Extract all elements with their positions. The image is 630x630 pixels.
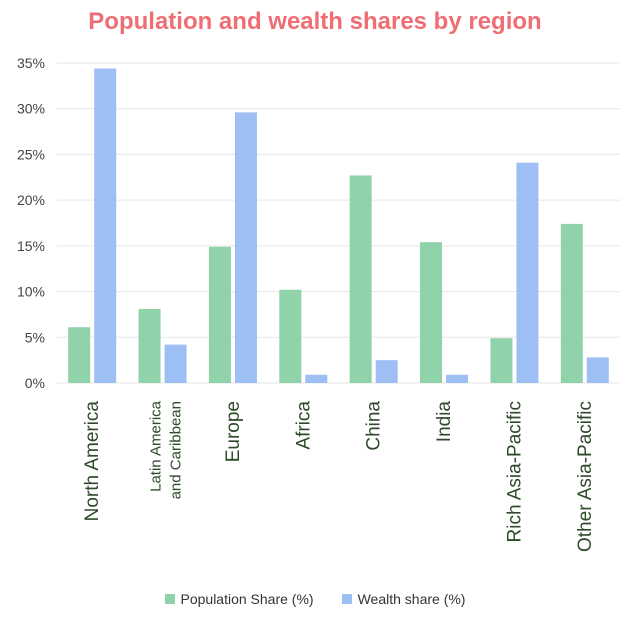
bar-wealth-share: [164, 344, 187, 383]
bar-wealth-share: [94, 68, 117, 383]
x-tick-label-line: India: [434, 401, 455, 443]
bar-wealth-share: [234, 112, 257, 383]
chart-title: Population and wealth shares by region: [88, 8, 542, 35]
x-tick-label-line: and Caribbean: [168, 401, 185, 499]
x-tick-label: Rich Asia-Pacific: [504, 401, 525, 543]
bar-population-share: [68, 327, 91, 383]
bars: [68, 68, 609, 383]
bar-population-share: [279, 289, 302, 383]
x-tick-label-line: Rich Asia-Pacific: [504, 401, 525, 543]
y-tick-label: 15%: [17, 238, 45, 254]
legend-swatch-population: [164, 594, 175, 604]
y-tick-label: 0%: [25, 375, 45, 391]
y-tick-label: 25%: [17, 146, 45, 162]
bar-population-share: [560, 223, 583, 383]
legend-label-population: Population Share (%): [180, 591, 314, 607]
x-tick-label-line: China: [364, 401, 385, 451]
legend-label-wealth: Wealth share (%): [357, 591, 466, 607]
x-tick-label-line: Africa: [293, 401, 314, 450]
bar-wealth-share: [586, 357, 609, 383]
x-tick-label: Other Asia-Pacific: [575, 401, 596, 552]
x-tick-label: North America: [82, 401, 103, 522]
y-tick-label: 20%: [17, 192, 45, 208]
bar-population-share: [490, 338, 513, 383]
x-tick-label: Latin America and Caribbean: [148, 400, 185, 499]
x-tick-label-line: Latin America: [148, 400, 165, 492]
y-tick-label: 5%: [25, 329, 45, 345]
x-tick-label-line: Europe: [223, 401, 244, 462]
bar-population-share: [138, 308, 161, 383]
x-axis-ticks: North America Latin America and Caribbean E…: [82, 400, 596, 552]
legend-item-wealth: Wealth share (%): [341, 591, 466, 607]
bar-population-share: [349, 175, 372, 383]
bar-population-share: [420, 242, 443, 383]
y-tick-label: 35%: [17, 55, 45, 71]
x-tick-label-line: Other Asia-Pacific: [575, 401, 596, 552]
bar-wealth-share: [516, 162, 539, 383]
bar-wealth-share: [375, 360, 398, 383]
x-tick-label: Europe: [223, 401, 244, 462]
y-tick-label: 10%: [17, 284, 45, 300]
x-tick-label: India: [434, 401, 455, 443]
x-tick-label: China: [364, 401, 385, 451]
legend-swatch-wealth: [341, 594, 352, 604]
x-tick-label: Africa: [293, 401, 314, 450]
x-tick-label-line: North America: [82, 401, 103, 522]
y-tick-label: 30%: [17, 101, 45, 117]
y-axis-ticks: 0% 5% 10% 15% 20% 25% 30% 35%: [17, 55, 45, 391]
legend-item-population: Population Share (%): [164, 591, 314, 607]
bar-wealth-share: [305, 374, 328, 383]
legend: Population Share (%) Wealth share (%): [0, 591, 630, 607]
bar-population-share: [208, 246, 231, 383]
bar-wealth-share: [446, 374, 469, 383]
